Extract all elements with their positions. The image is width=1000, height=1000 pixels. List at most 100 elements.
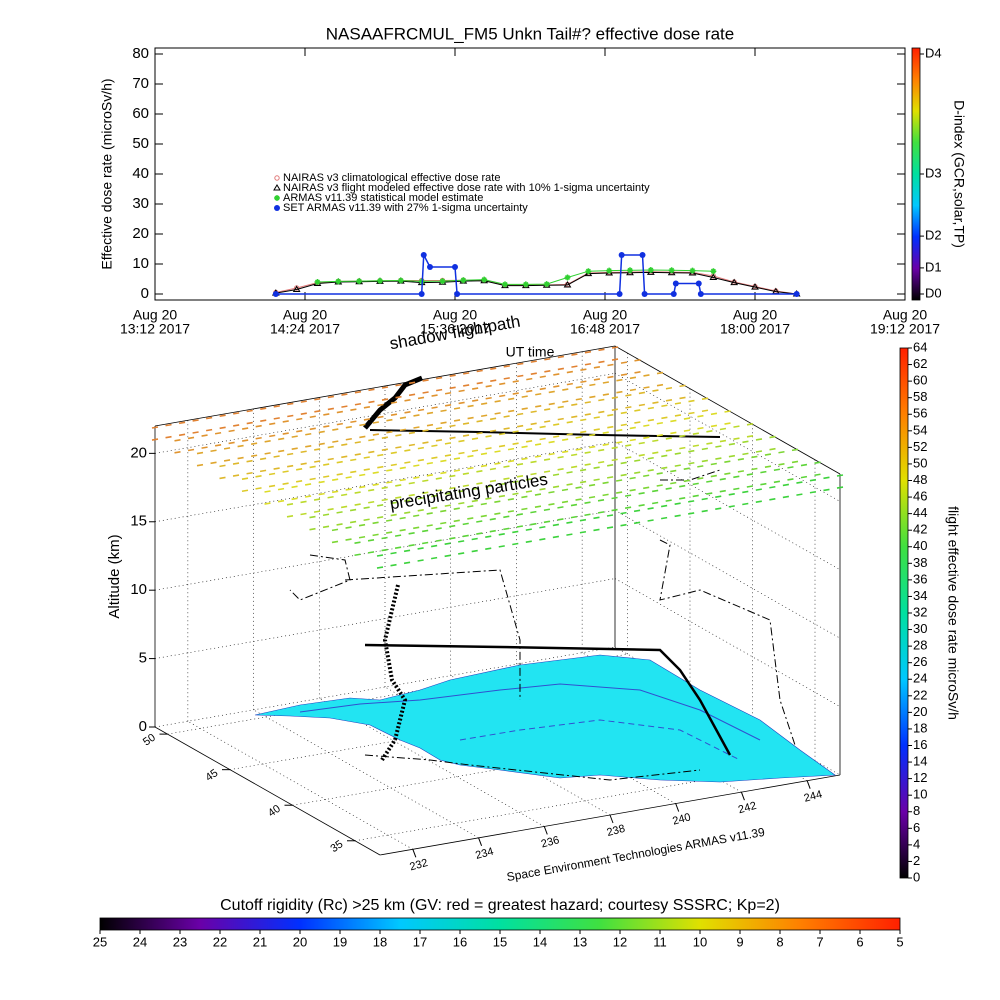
- particle-dash: [728, 454, 736, 458]
- colorbar-tick-label: 42: [913, 522, 927, 537]
- particle-dash: [368, 500, 375, 504]
- particle-dash: [503, 377, 510, 380]
- colorbar-tick-label: 7: [816, 934, 823, 949]
- colorbar-tick-label: 12: [913, 770, 927, 785]
- particle-dash: [431, 494, 438, 498]
- particle-dash: [359, 435, 366, 439]
- colorbar-tick-label: 18: [913, 720, 927, 735]
- particle-dash: [552, 485, 560, 489]
- particle-dash: [733, 437, 740, 440]
- marker: [397, 277, 404, 284]
- particle-dash: [697, 426, 704, 430]
- particle-dash: [679, 384, 686, 388]
- particle-dash: [309, 415, 316, 419]
- particle-dash: [611, 458, 618, 462]
- marker: [377, 277, 383, 284]
- colorbar-tick-label: 19: [333, 934, 347, 949]
- particle-dash: [223, 459, 231, 462]
- particle-dash: [521, 445, 528, 449]
- particle-dash: [512, 530, 519, 534]
- colorbar-tick-label: 8: [913, 803, 920, 818]
- particle-dash: [476, 419, 483, 423]
- particle-dash: [517, 424, 524, 428]
- particle-dash: [449, 374, 456, 378]
- lon-tick: [543, 826, 548, 835]
- particle-dash: [597, 511, 605, 514]
- particle-dash: [643, 386, 650, 389]
- particle-dash: [724, 410, 731, 413]
- particle-dash: [449, 424, 456, 428]
- particle-dash: [611, 346, 619, 349]
- particle-dash: [688, 449, 695, 453]
- colorbar-tick-label: 22: [213, 934, 227, 949]
- particle-dash: [620, 473, 627, 477]
- particle-dash: [426, 461, 433, 465]
- particle-dash: [354, 491, 361, 494]
- particle-dash: [480, 402, 488, 405]
- particle-dash: [372, 471, 379, 474]
- particle-dash: [494, 500, 501, 503]
- particle-dash: [724, 422, 731, 425]
- particle-dash: [661, 454, 668, 458]
- lon-tick: [478, 837, 483, 847]
- particle-dash: [201, 434, 208, 437]
- particle-dash: [300, 450, 307, 454]
- particle-dash: [643, 486, 650, 490]
- particle-dash: [390, 413, 398, 416]
- alt-tick-label: 20: [130, 444, 147, 461]
- particle-dash: [322, 513, 330, 517]
- particle-dash: [561, 500, 569, 504]
- particle-dash: [521, 395, 528, 398]
- particle-dash: [634, 459, 641, 462]
- particle-dash: [517, 374, 524, 378]
- particle-dash: [264, 452, 271, 455]
- particle-dash: [367, 539, 375, 542]
- lon-tick: [675, 803, 680, 812]
- particle-dash: [210, 449, 217, 453]
- particle-dash: [350, 420, 357, 424]
- colorbar-tick-label: 25: [93, 934, 107, 949]
- particle-dash: [336, 460, 343, 464]
- particle-dash: [530, 422, 537, 426]
- particle-dash: [499, 394, 506, 398]
- particle-dash: [255, 424, 262, 428]
- particle-dash: [629, 376, 637, 380]
- particle-dash: [282, 482, 289, 485]
- particle-dash: [291, 447, 298, 450]
- marker: [274, 195, 280, 201]
- particle-dash: [490, 379, 497, 383]
- particle-dash: [358, 523, 366, 527]
- particle-dash: [359, 473, 366, 477]
- particle-dash: [566, 382, 573, 386]
- particle-dash: [679, 396, 686, 400]
- particle-dash: [665, 487, 672, 490]
- particle-dash: [544, 420, 551, 423]
- particle-dash: [814, 461, 821, 464]
- particle-dash: [237, 444, 244, 448]
- particle-dash: [796, 481, 803, 484]
- particle-dash: [643, 436, 650, 439]
- particle-dash: [629, 388, 637, 392]
- colorbar-tick-label: 16: [913, 737, 927, 752]
- particle-dash: [417, 458, 425, 462]
- particle-dash: [367, 551, 375, 554]
- colorbar-tick-label: 16: [453, 934, 467, 949]
- particle-dash: [494, 412, 501, 415]
- particle-dash: [151, 438, 159, 441]
- particle-dash: [733, 425, 740, 428]
- colorbar-tick-label: 18: [373, 934, 387, 949]
- particle-dash: [165, 423, 172, 427]
- particle-dash: [408, 493, 415, 497]
- particle-dash: [394, 546, 402, 549]
- colorbar-tick-label: 0: [913, 869, 920, 884]
- particle-dash: [476, 482, 483, 485]
- x-tick-label: 16:48 2017: [570, 321, 640, 337]
- particle-dash: [670, 431, 677, 435]
- colorbar-label: Cutoff rigidity (Rc) >25 km (GV: red = g…: [220, 897, 780, 914]
- particle-dash: [494, 450, 501, 453]
- colorbar-tick-label: 60: [913, 373, 927, 388]
- particle-dash: [557, 417, 564, 421]
- particle-dash: [408, 481, 415, 485]
- particle-dash: [557, 355, 565, 359]
- particle-dash: [453, 519, 460, 523]
